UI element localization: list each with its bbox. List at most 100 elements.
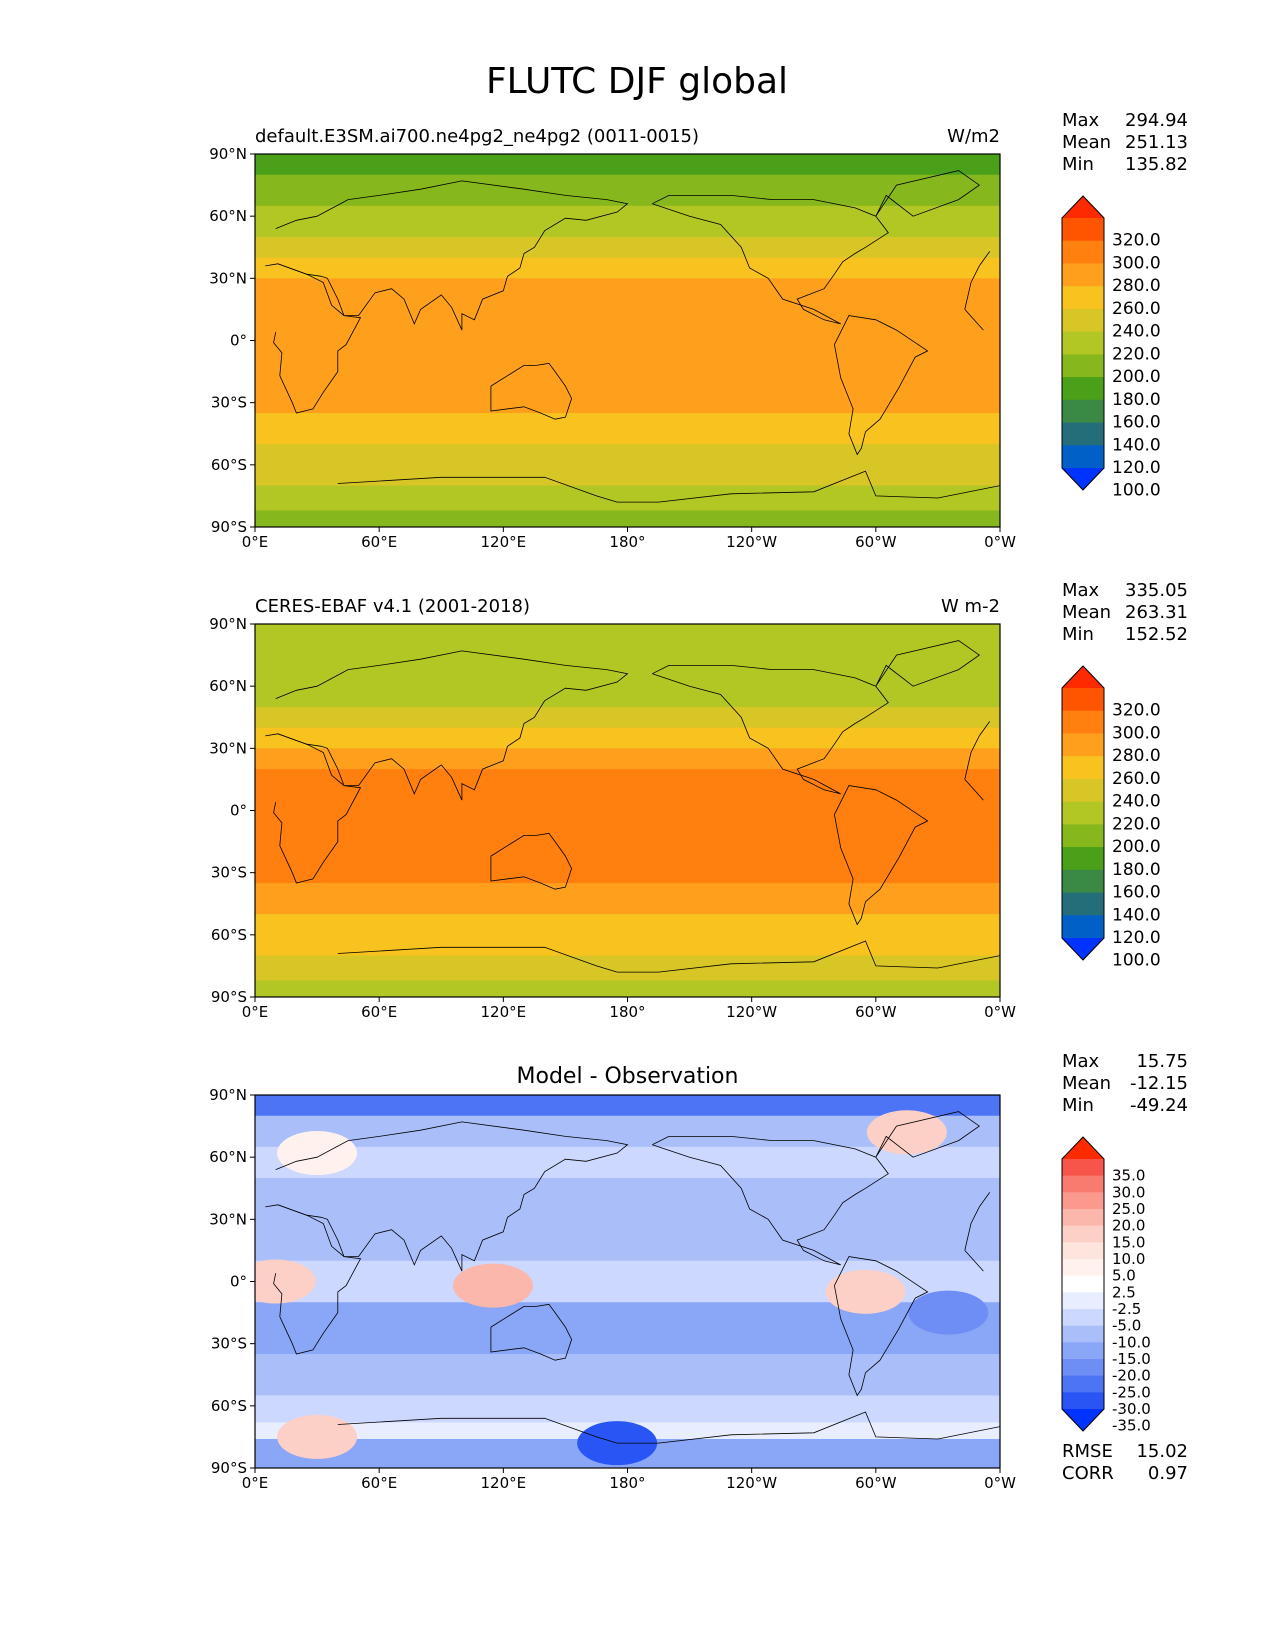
stat-value-mean: -12.15 [1130,1073,1188,1094]
panel-1: 0°E 60°E 120°E 180° 120°W 60°W 0°W 90°N 60°N 30°N… [209,110,1188,551]
y-tick-label: 90°S [211,988,247,1006]
contour-band [255,706,1000,729]
colorbar-swatch [1062,1242,1104,1260]
coastline [834,315,929,456]
colorbar-swatch [1062,399,1104,423]
colorbar-swatch [1062,1292,1104,1310]
coastline [337,940,1000,973]
colorbar-label: 260.0 [1112,299,1161,319]
contour-band [255,371,1000,414]
contour-region [866,1110,947,1155]
colorbar-label: 320.0 [1112,231,1161,251]
colorbar-label: 20.0 [1112,1217,1145,1235]
y-tick-label: 60°N [209,1148,247,1166]
coastline [875,1111,980,1158]
contour-band [255,278,1000,373]
colorbar-label: 100.0 [1112,481,1161,501]
x-tick-label: 60°W [855,1474,897,1492]
contour-region [277,1414,358,1459]
colorbar-swatch [1062,354,1104,378]
x-tick-label: 0°E [242,1003,269,1021]
colorbar-swatch [1062,869,1104,893]
x-tick-label: 0°E [242,533,269,551]
colorbar-extend-min [1062,938,1104,960]
x-tick-label: 60°E [361,1003,397,1021]
colorbar-swatch [1062,1225,1104,1243]
contour-region [825,1269,906,1314]
stat-name-max: Max [1062,1051,1100,1072]
y-tick-label: 90°S [211,518,247,536]
colorbar-label: 100.0 [1112,951,1161,971]
contour-region [277,1131,358,1176]
contour-band [255,769,1000,843]
contour-band [255,675,1000,708]
colorbar-swatch [1062,801,1104,825]
colorbar-extend-min [1062,1409,1104,1431]
metric-value-rmse: 15.02 [1136,1441,1188,1462]
colorbar-label: -15.0 [1112,1350,1151,1368]
figure-title: FLUTC DJF global [486,61,788,102]
contour-band [255,727,1000,749]
contour-band [255,510,1000,527]
contour-band [255,1095,1000,1117]
colorbar-outline [1061,1136,1105,1432]
colorbar-label: 160.0 [1112,883,1161,903]
contour-band [255,1177,1000,1220]
x-tick-label: 60°W [855,533,897,551]
colorbar-label: 160.0 [1112,413,1161,433]
colorbar-label: -30.0 [1112,1400,1151,1418]
colorbar-label: 220.0 [1112,814,1161,834]
colorbar-label: 140.0 [1112,435,1161,455]
x-tick-label: 180° [609,1003,645,1021]
contour-region [452,1263,533,1308]
contour-band [255,955,1000,981]
x-tick-label: 120°W [726,1003,777,1021]
contour-band [255,841,1000,884]
contour-band [255,205,1000,238]
x-tick-label: 60°W [855,1003,897,1021]
colorbar-swatch [1062,756,1104,780]
y-tick-label: 30°S [211,1335,247,1353]
stat-name-min: Min [1062,624,1094,645]
colorbar-swatch [1062,240,1104,264]
colorbar-label: -2.5 [1112,1300,1141,1318]
map-field [255,1095,1000,1468]
colorbar-swatch [1062,1209,1104,1227]
colorbar-extend-max [1062,666,1104,688]
x-tick-label: 180° [609,1474,645,1492]
colorbar-swatch [1062,1309,1104,1327]
x-tick-label: 120°E [481,1474,527,1492]
map-field [255,624,1000,997]
coastline [652,195,889,325]
colorbar-swatch [1062,377,1104,401]
contour-band [255,1219,1000,1262]
colorbar-label: 30.0 [1112,1183,1145,1201]
colorbar-label: -5.0 [1112,1317,1141,1335]
stat-value-mean: 251.13 [1125,132,1188,153]
colorbar-label: 300.0 [1112,253,1161,273]
stat-name-min: Min [1062,1095,1094,1116]
colorbar-swatch [1062,1259,1104,1277]
metric-name-rmse: RMSE [1062,1441,1113,1462]
colorbar-label: 200.0 [1112,837,1161,857]
x-tick-label: 0°W [984,1003,1016,1021]
colorbar-outline [1061,665,1105,961]
contour-band [255,1395,1000,1423]
contour-band [255,914,1000,957]
panel-3: 0°E 60°E 120°E 180° 120°W 60°W 0°W 90°N 60°N 30°N… [209,1051,1188,1492]
stat-name-max: Max [1062,110,1100,131]
colorbar-label: 320.0 [1112,701,1161,721]
y-tick-label: 30°S [211,394,247,412]
colorbar-label: 240.0 [1112,792,1161,812]
stat-value-max: 15.75 [1136,1051,1188,1072]
y-tick-label: 90°N [209,145,247,163]
map-field [255,154,1000,527]
colorbar-swatch [1062,1159,1104,1177]
panel-units: W m-2 [941,596,1000,617]
colorbar-swatch [1062,218,1104,242]
colorbar-swatch [1062,1375,1104,1393]
colorbar-swatch [1062,1275,1104,1293]
colorbar-swatch [1062,1392,1104,1410]
contour-band [255,644,1000,677]
